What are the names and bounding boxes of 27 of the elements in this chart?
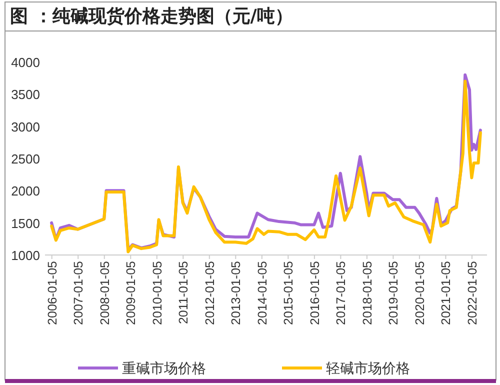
legend-label: 轻碱市场价格 [326,361,410,377]
y-tick-label: 3000 [11,119,40,134]
y-tick-label: 4000 [11,55,40,70]
x-tick-label: 2021-01-05 [439,260,454,325]
x-tick-label: 2022-01-05 [465,260,480,325]
x-tick-label: 2019-01-05 [386,260,401,325]
x-tick-label: 2011-01-05 [176,260,191,324]
x-tick-label: 2020-01-05 [412,260,427,325]
x-tick-label: 2013-01-05 [229,260,244,325]
y-tick-label: 2000 [11,184,40,199]
x-tick-label: 2008-01-05 [98,260,112,325]
y-tick-label: 3500 [11,87,40,102]
x-tick-label: 2014-01-05 [255,260,270,325]
x-tick-label: 2015-01-05 [282,260,296,325]
x-tick-label: 2010-01-05 [150,260,164,325]
x-tick-label: 2007-01-05 [72,260,86,325]
x-tick-label: 2009-01-05 [124,260,138,325]
chart-title: 图 ：纯碱现货价格走势图（元/吨） [10,6,293,27]
x-tick-label: 2006-01-05 [45,260,60,325]
x-tick-label: 2017-01-05 [334,260,348,325]
x-tick-label: 2012-01-05 [202,260,217,325]
x-tick-label: 2016-01-05 [308,260,322,325]
legend-label: 重碱市场价格 [122,361,206,377]
y-tick-label: 1500 [11,216,40,231]
x-tick-label: 2018-01-05 [360,260,374,325]
y-tick-label: 2500 [11,152,40,166]
y-tick-label: 1000 [11,248,40,263]
